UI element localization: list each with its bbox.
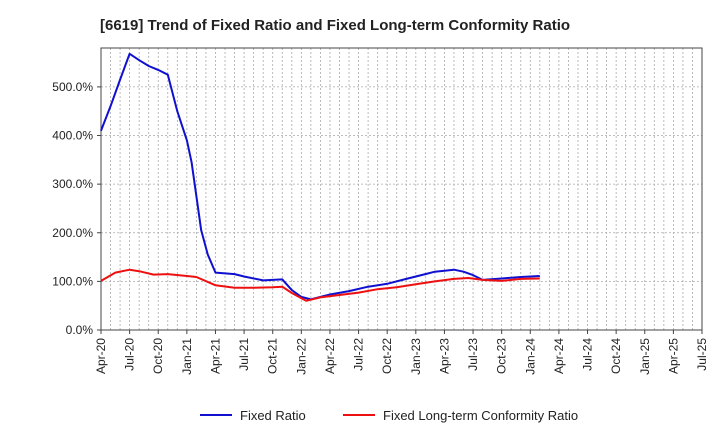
legend: Fixed Ratio Fixed Long-term Conformity Ra… — [200, 408, 578, 423]
x-tick-label: Jan-24 — [523, 338, 537, 375]
x-tick-label: Jan-25 — [638, 338, 652, 375]
x-tick-label: Jul-22 — [352, 338, 366, 371]
x-tick-label: Oct-22 — [380, 338, 394, 374]
y-tick-label: 500.0% — [52, 80, 93, 94]
axis-layer: 0.0% 100.0% 200.0% 300.0% 400.0% 500.0% Apr-20… — [52, 47, 709, 375]
series-line-fixed-long-term-conformity-ratio — [100, 268, 540, 302]
x-tick-label: Jul-23 — [466, 338, 480, 371]
y-tick-label: 200.0% — [52, 226, 93, 240]
x-tick-label: Apr-23 — [437, 338, 451, 374]
series-layer — [100, 52, 540, 302]
x-tick-label: Oct-24 — [609, 338, 623, 374]
y-tick-label: 400.0% — [52, 129, 93, 143]
y-tick-label: 100.0% — [52, 274, 93, 288]
series-line-fixed-ratio — [100, 52, 540, 301]
x-tick-label: Apr-24 — [552, 338, 566, 374]
x-tick-label: Jan-22 — [294, 338, 308, 375]
y-tick-label: 0.0% — [66, 323, 94, 337]
chart-title: [6619] Trend of Fixed Ratio and Fixed Lo… — [100, 17, 570, 34]
x-tick-label: Jan-21 — [180, 338, 194, 375]
legend-label: Fixed Ratio — [240, 408, 306, 423]
x-tick-label: Jan-23 — [409, 338, 423, 375]
x-tick-label: Oct-20 — [151, 338, 165, 374]
x-tick-label: Jul-21 — [237, 338, 251, 371]
x-tick-label: Apr-22 — [323, 338, 337, 374]
x-tick-label: Jul-24 — [581, 338, 595, 371]
x-tick-label: Jul-20 — [123, 338, 137, 371]
x-tick-label: Jul-25 — [695, 338, 709, 371]
x-tick-label: Oct-23 — [495, 338, 509, 374]
legend-label: Fixed Long-term Conformity Ratio — [383, 408, 578, 423]
x-tick-label: Apr-21 — [208, 338, 222, 374]
x-tick-label: Apr-25 — [666, 338, 680, 374]
x-tick-label: Apr-20 — [94, 338, 108, 374]
grid-layer — [101, 48, 702, 330]
y-tick-label: 300.0% — [52, 177, 93, 191]
x-tick-label: Oct-21 — [266, 338, 280, 374]
plot-frame — [100, 47, 703, 331]
